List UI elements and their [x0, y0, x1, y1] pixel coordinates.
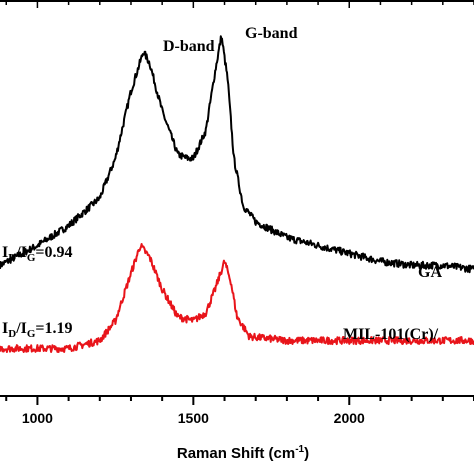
x-tick-label: 1500 [178, 410, 209, 426]
ratio-mil-slash: /I [15, 320, 27, 337]
ratio-mil-sub2: G [27, 328, 36, 340]
ratio-mil-i1: I [2, 320, 8, 337]
g-band-label: G-band [245, 25, 298, 42]
ratio-mil-sub1: D [8, 328, 16, 340]
ratio-ga-label: ID/IG=0.94 [2, 244, 73, 264]
x-tick-label: 2000 [334, 410, 365, 426]
series-label-ga: GA [418, 264, 442, 281]
x-axis-title-close: ) [304, 445, 309, 462]
x-tick-label: 1000 [22, 410, 53, 426]
series-line-0 [0, 35, 474, 274]
ratio-ga-sub1: D [8, 252, 16, 264]
d-band-label: D-band [163, 38, 215, 55]
series-layer [0, 35, 474, 353]
ratio-ga-sub2: G [27, 252, 36, 264]
x-axis-title-sup: -1 [295, 444, 304, 455]
ratio-mil-label: ID/IG=1.19 [2, 320, 73, 340]
x-axis-title: Raman Shift (cm-1) [177, 444, 309, 462]
ratio-mil-value: =1.19 [35, 320, 72, 337]
ratio-ga-slash: /I [15, 244, 27, 261]
x-axis-title-main: Raman Shift (cm [177, 445, 295, 462]
tick-layer: 1000 1500 2000 [5, 1, 474, 426]
series-label-mil: MIL-101(Cr)/ [343, 326, 439, 343]
ratio-ga-i1: I [2, 244, 8, 261]
ratio-ga-value: =0.94 [35, 244, 72, 261]
series-line-1 [0, 243, 474, 353]
